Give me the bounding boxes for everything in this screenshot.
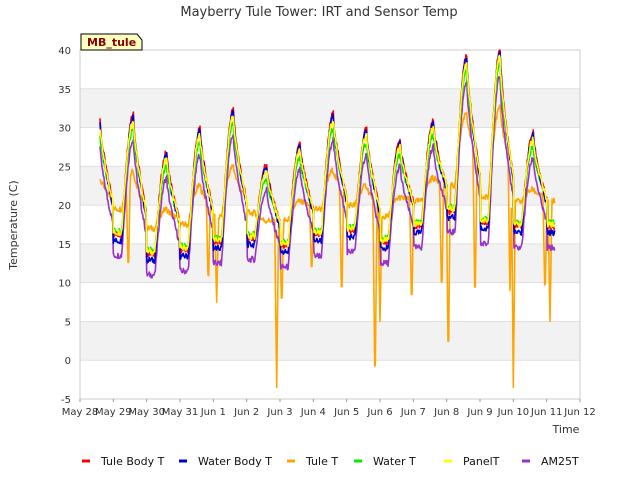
x-tick-label: Jun 6 — [366, 407, 392, 418]
x-tick-label: Jun 3 — [266, 407, 292, 418]
y-tick-label: -5 — [61, 395, 71, 406]
series-lines — [99, 49, 556, 389]
series-line-panelt — [99, 54, 555, 256]
x-tick-label: Jun 12 — [563, 407, 596, 418]
x-tick-label: May 30 — [128, 407, 165, 418]
legend-label: Tule T — [305, 455, 338, 468]
x-tick-label: Jun 2 — [233, 407, 259, 418]
x-tick-label: Jun 8 — [433, 407, 459, 418]
legend-label: Water T — [373, 455, 416, 468]
plot-band — [80, 243, 580, 283]
plot-band — [80, 360, 580, 399]
plot-band — [80, 321, 580, 361]
x-tick-label: Jun 7 — [400, 407, 426, 418]
station-tag: MB_tule — [80, 33, 143, 51]
station-tag-box — [80, 33, 143, 51]
plot-band — [80, 205, 580, 244]
x-tick-label: May 31 — [162, 407, 199, 418]
x-tick-label: Jun 9 — [466, 407, 492, 418]
x-axis-label: Time — [552, 423, 580, 436]
chart-title: Mayberry Tule Tower: IRT and Sensor Temp — [180, 5, 457, 20]
y-tick-label: 10 — [58, 279, 71, 290]
plot-border — [79, 49, 581, 400]
y-axis-ticks: -5 0 5 10 15 20 25 30 35 40 — [58, 46, 71, 406]
y-tick-label: 20 — [58, 201, 71, 212]
x-tick-label: May 28 — [62, 407, 99, 418]
x-tick-label: Jun 4 — [300, 407, 326, 418]
legend-label: Water Body T — [198, 455, 272, 468]
x-tick-label: Jun 5 — [333, 407, 359, 418]
y-tick-label: 30 — [58, 124, 71, 135]
y-axis-label: Temperature (C) — [7, 180, 20, 270]
plot-band — [80, 50, 580, 89]
station-tag-label: MB_tule — [87, 36, 136, 49]
legend: Tule Body T Water Body T Tule T Water T Pane… — [82, 455, 579, 468]
y-tick-label: 15 — [58, 240, 71, 251]
y-tick-label: 25 — [58, 162, 71, 173]
y-tick-label: 35 — [58, 85, 71, 96]
legend-label: PanelT — [463, 455, 500, 468]
x-tick-label: Jun 10 — [497, 407, 530, 418]
series-line-am25t — [99, 76, 556, 279]
legend-label: AM25T — [541, 455, 579, 468]
y-tick-label: 5 — [65, 317, 71, 328]
y-tick-label: 0 — [65, 356, 71, 367]
plot-band — [80, 282, 580, 322]
plot-bands — [80, 50, 580, 399]
legend-label: Tule Body T — [100, 455, 165, 468]
x-tick-label: Jun 1 — [200, 407, 226, 418]
x-tick-label: Jun 11 — [530, 407, 563, 418]
y-tick-label: 40 — [58, 46, 71, 57]
x-tick-label: May 29 — [95, 407, 132, 418]
